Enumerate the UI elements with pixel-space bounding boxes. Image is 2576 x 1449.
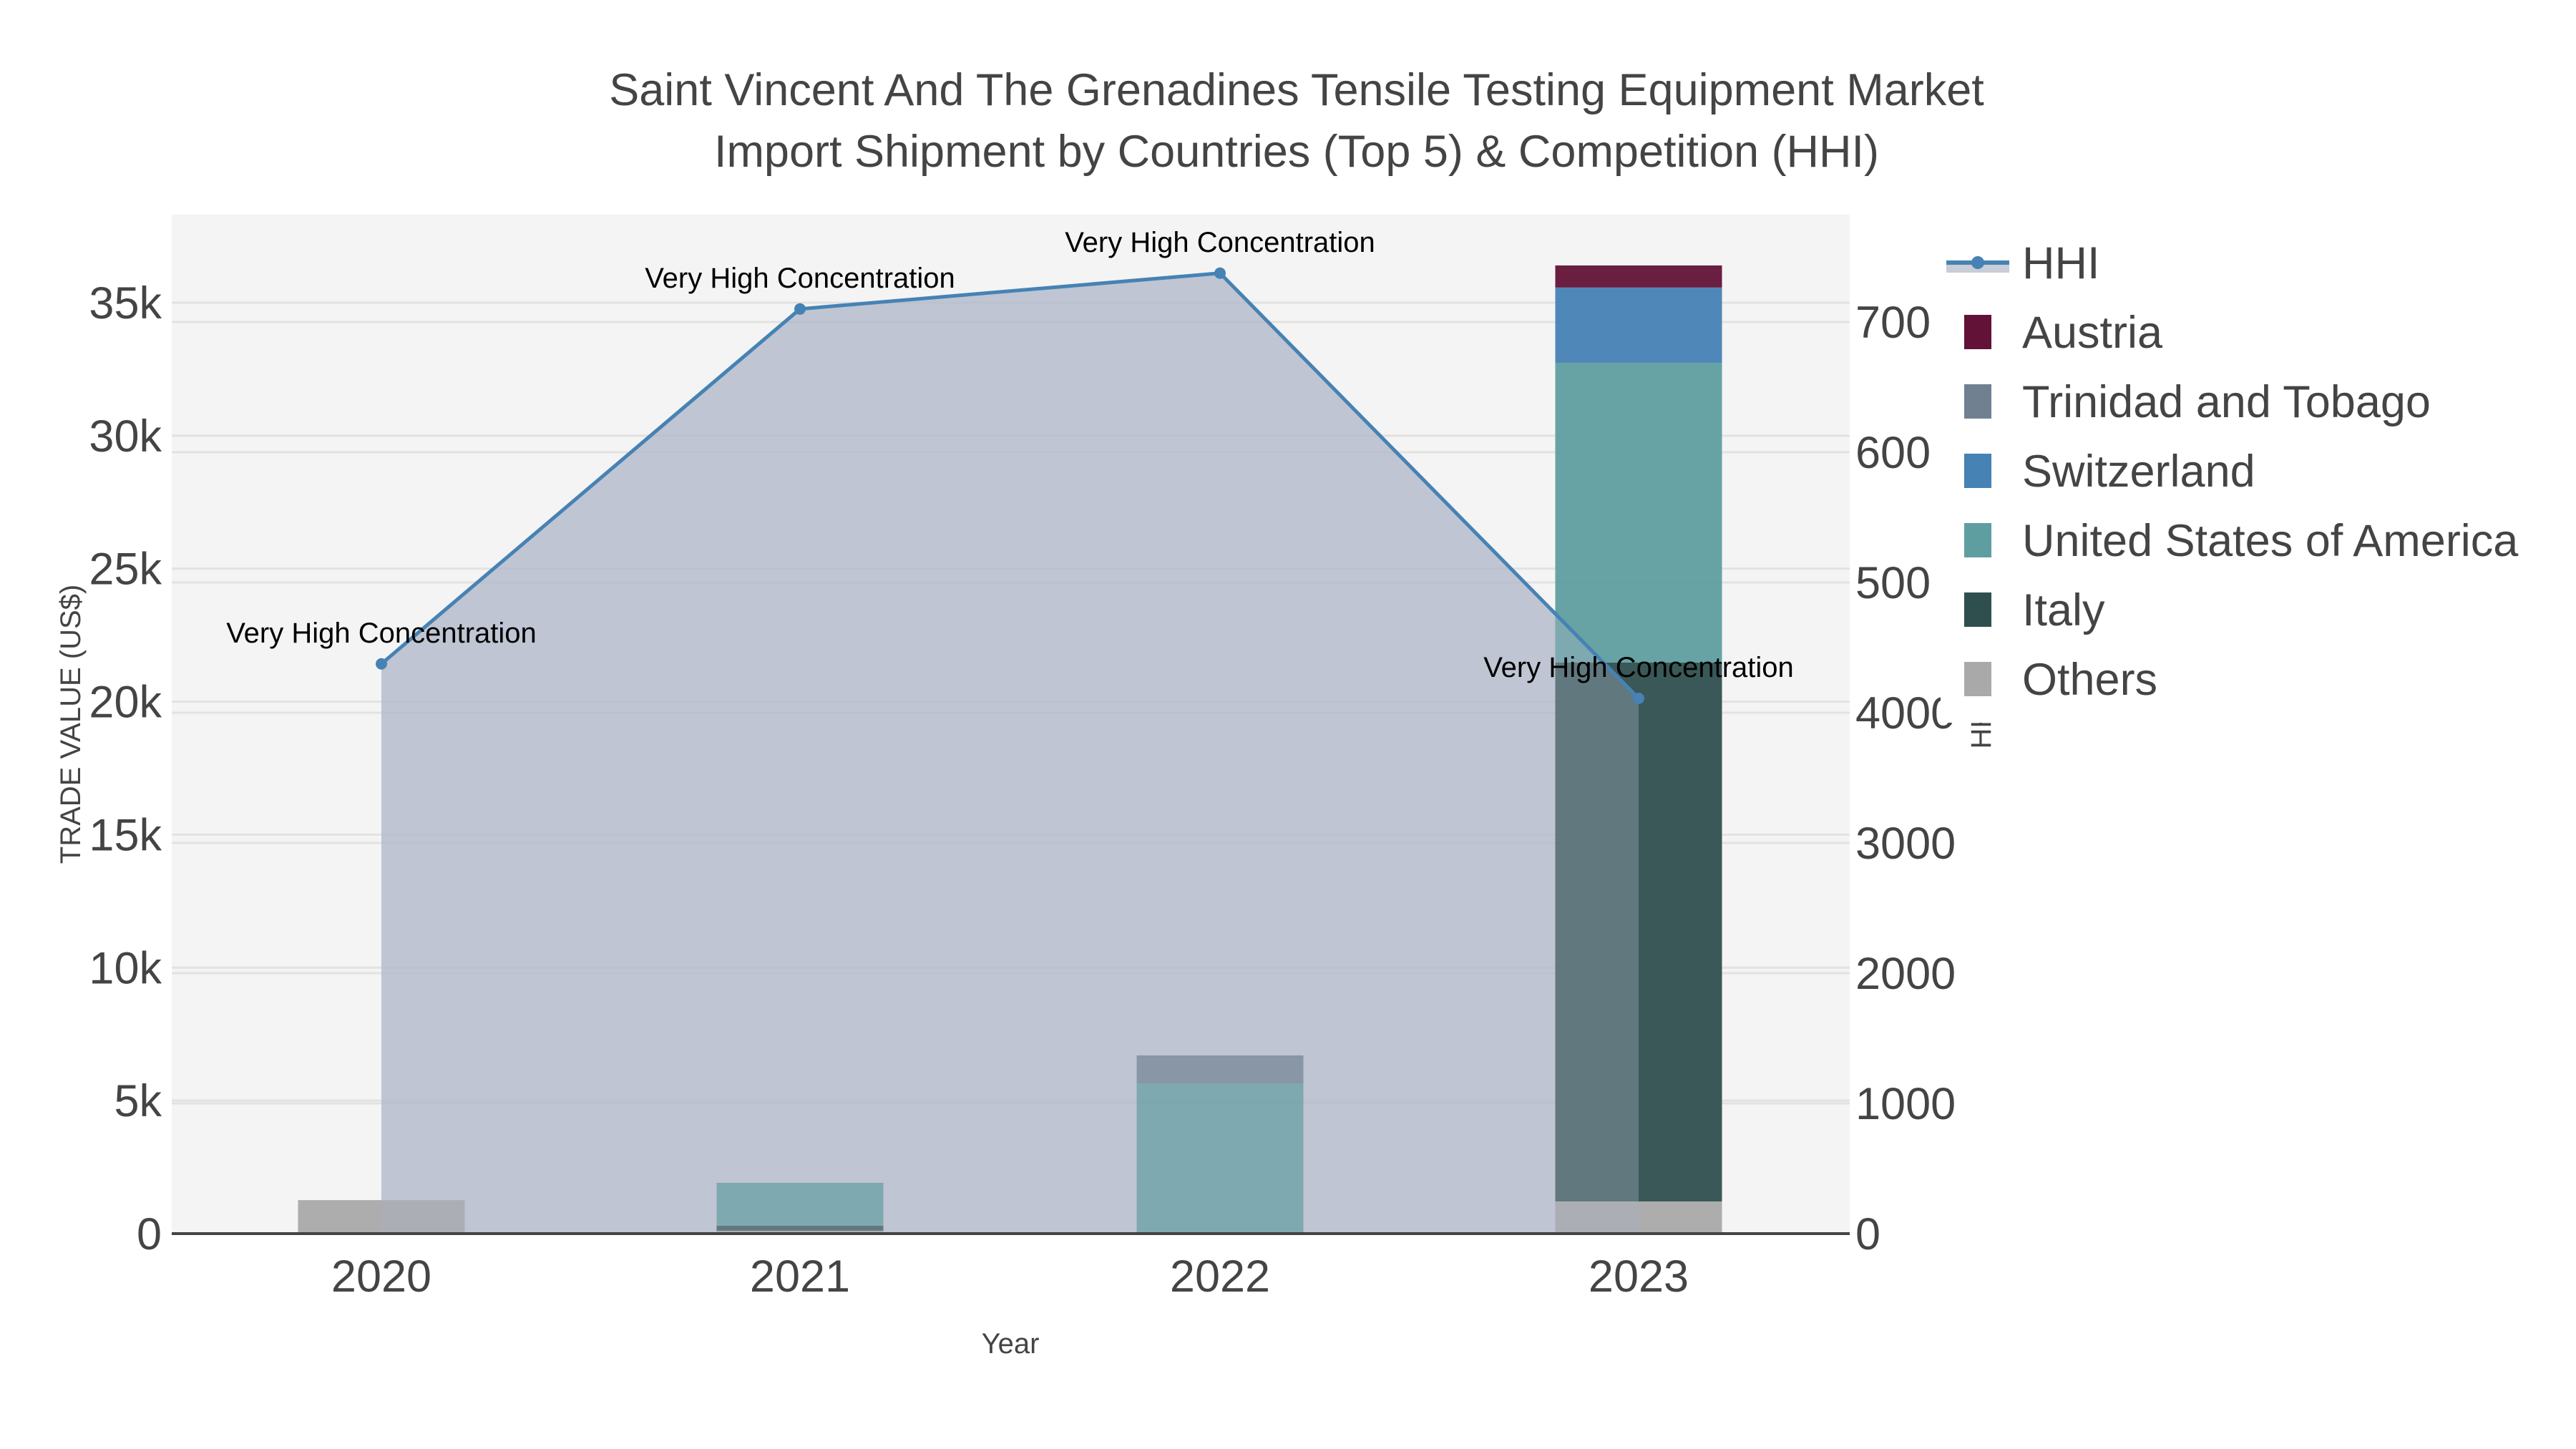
legend-item-austria: Austria	[1964, 308, 2163, 358]
y-right-tick-0: 0	[1855, 1209, 1880, 1259]
legend-swatch-icon	[1964, 384, 1991, 419]
legend-item-hhi: HHI	[1946, 238, 2100, 288]
stacked-bars	[298, 265, 1722, 1234]
bar-segment-switzerland-2023	[1555, 287, 1722, 364]
legend-label: Switzerland	[2022, 447, 2255, 497]
legend-label: Others	[2022, 655, 2157, 705]
hhi-annotation-2023: Very High Concentration	[1483, 652, 1794, 683]
bar-segment-others-2021	[716, 1230, 884, 1234]
hhi-annotation-2022: Very High Concentration	[1065, 227, 1375, 258]
y-right-tick-600: 600	[1855, 428, 1931, 478]
bar-segment-others-2023	[1555, 1201, 1722, 1234]
y-left-tick-labels: 0 5k 10k 15k 20k 25k 30k 35k	[89, 278, 162, 1259]
bar-segment-trinidad-and-tobago-2022	[1136, 1055, 1304, 1083]
y-right-tick-3000: 3000	[1855, 819, 1956, 869]
x-tick-2022: 2022	[1170, 1252, 1270, 1302]
hhi-annotation-2020: Very High Concentration	[226, 618, 537, 649]
legend-label: United States of America	[2022, 516, 2519, 566]
hhi-marker-2021	[794, 303, 806, 315]
y-left-tick-15k: 15k	[89, 810, 162, 860]
y-right-tick-700: 700	[1855, 298, 1931, 348]
chart-title-line-2: Import Shipment by Countries (Top 5) & C…	[714, 127, 1879, 177]
legend-swatch-icon	[1964, 662, 1991, 696]
legend-swatch-icon	[1964, 454, 1991, 488]
hhi-annotations: Very High Concentration Very High Concent…	[226, 227, 1794, 683]
legend-swatch-icon	[1964, 592, 1991, 627]
y-right-tick-1000: 1000	[1855, 1079, 1956, 1129]
legend-background	[1941, 236, 2576, 723]
x-tick-2021: 2021	[750, 1252, 850, 1302]
y-left-tick-20k: 20k	[89, 678, 162, 728]
y-right-tick-2000: 2000	[1855, 949, 1956, 999]
legend-swatch-icon	[1964, 523, 1991, 557]
legend-item-trinidad-and-tobago: Trinidad and Tobago	[1964, 377, 2431, 427]
hhi-polyline	[380, 271, 1640, 700]
x-tick-2020: 2020	[331, 1252, 431, 1302]
y-left-tick-0: 0	[137, 1209, 162, 1259]
legend-item-italy: Italy	[1964, 585, 2105, 635]
y-left-tick-5k: 5k	[114, 1076, 162, 1126]
bar-segment-united-states-of-america-2023	[1555, 363, 1722, 663]
y-left-tick-30k: 30k	[89, 411, 162, 462]
y-right-tick-500: 500	[1855, 558, 1931, 608]
hhi-marker-2020	[376, 658, 387, 670]
chart-title-line-1: Saint Vincent And The Grenadines Tensile…	[609, 65, 1984, 115]
y-right-tick-labels: 0 1000 2000 3000 4000 500 600 700	[1855, 298, 1956, 1259]
bar-segment-italy-2023	[1555, 662, 1722, 1202]
hhi-marker-2022	[1214, 267, 1226, 279]
hhi-area	[381, 273, 1639, 1234]
hhi-marker-2023	[1633, 692, 1644, 704]
legend-swatch-icon	[1964, 315, 1991, 349]
bar-segment-united-states-of-america-2021	[716, 1183, 884, 1226]
hhi-annotation-2021: Very High Concentration	[645, 263, 955, 294]
legend-item-switzerland: Switzerland	[1964, 447, 2255, 497]
legend-item-united-states-of-america: United States of America	[1964, 516, 2519, 566]
y-left-tick-10k: 10k	[89, 943, 162, 993]
hhi-area-overlay	[381, 273, 1639, 1234]
hhi-line	[376, 267, 1644, 704]
legend-label: Austria	[2022, 308, 2163, 358]
y-left-tick-35k: 35k	[89, 278, 162, 328]
y-left-axis-title: TRADE VALUE (US$)	[55, 585, 87, 864]
x-axis-title: Year	[982, 1328, 1040, 1360]
x-tick-labels: 2020 2021 2022 2023	[331, 1252, 1689, 1302]
legend-item-others: Others	[1964, 655, 2157, 705]
legend-label: Italy	[2022, 585, 2105, 635]
bar-segment-italy-2021	[716, 1225, 884, 1231]
legend: HHI Austria Trinidad and Tobago Switzerland…	[1941, 236, 2576, 723]
bar-segment-others-2020	[298, 1200, 465, 1234]
legend-hhi-marker-icon	[1971, 256, 1984, 269]
x-tick-2023: 2023	[1589, 1252, 1689, 1302]
legend-label: Trinidad and Tobago	[2022, 377, 2431, 427]
legend-label: HHI	[2022, 238, 2100, 288]
bar-segment-united-states-of-america-2022	[1136, 1083, 1304, 1234]
y-right-tick-4000: 4000	[1855, 688, 1956, 738]
y-left-tick-25k: 25k	[89, 545, 162, 595]
hhi-area-fill	[381, 273, 1639, 1234]
bar-segment-austria-2023	[1555, 265, 1722, 288]
